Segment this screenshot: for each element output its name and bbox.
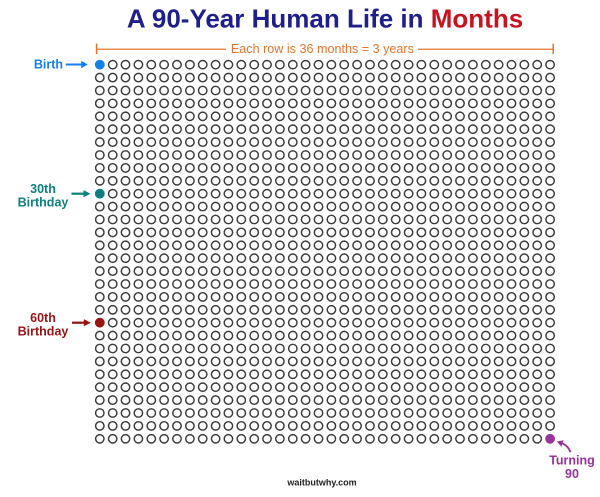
svg-text:60th: 60th <box>30 311 56 325</box>
svg-text:90: 90 <box>565 467 579 481</box>
svg-text:Birthday: Birthday <box>18 196 69 210</box>
svg-text:Each row is 36 months = 3 year: Each row is 36 months = 3 years <box>231 42 414 56</box>
svg-text:Turning: Turning <box>549 454 595 468</box>
svg-text:Birth: Birth <box>34 57 63 71</box>
svg-text:waitbutwhy.com: waitbutwhy.com <box>286 477 356 487</box>
svg-text:Birthday: Birthday <box>18 325 69 339</box>
svg-text:30th: 30th <box>30 182 56 196</box>
svg-text:A 90-Year Human Life in Months: A 90-Year Human Life in Months <box>127 3 523 33</box>
